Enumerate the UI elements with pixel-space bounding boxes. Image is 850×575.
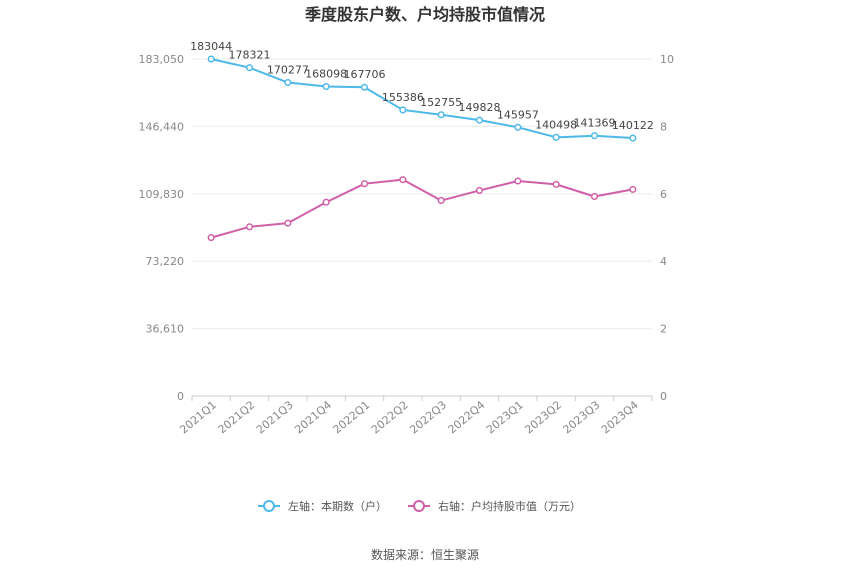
legend-marker (413, 500, 425, 512)
gridlines (192, 58, 652, 397)
right-axis-tick-label: 10 (660, 53, 674, 66)
x-axis-tick-label: 2021Q2 (216, 398, 258, 436)
data-point (629, 134, 637, 142)
data-point (399, 176, 407, 184)
x-axis-tick-label: 2022Q3 (407, 398, 449, 436)
data-point (245, 223, 254, 231)
data-label: 168098 (305, 68, 347, 81)
left-axis-tick-label: 183,050 (139, 53, 185, 66)
left-axis-tick-label: 36,610 (146, 323, 185, 336)
data-point (475, 116, 484, 124)
data-point (207, 55, 215, 63)
data-point (590, 192, 599, 201)
x-axis-tick-label: 2022Q2 (369, 398, 411, 436)
right-axis-tick-label: 4 (660, 255, 667, 268)
data-label: 149828 (459, 101, 501, 114)
legend: 左轴：本期数（户） 右轴：户均持股市值（万元） (258, 499, 581, 513)
data-label: 155386 (382, 91, 424, 104)
data-label: 178321 (229, 49, 271, 62)
data-point (284, 219, 292, 227)
data-label: 140498 (535, 118, 577, 131)
data-label: 152755 (420, 96, 462, 109)
data-point (399, 106, 407, 114)
source-note: 数据来源：恒生聚源 (371, 547, 479, 562)
data-point (437, 111, 445, 119)
data-point (629, 185, 637, 193)
left-axis-tick-label: 0 (177, 390, 184, 403)
data-label: 140122 (612, 119, 654, 132)
right-axis-tick-label: 2 (660, 323, 667, 336)
data-point (475, 186, 484, 194)
series-line-1 (210, 58, 633, 140)
data-point (552, 133, 560, 141)
data-point (590, 132, 599, 140)
x-axis-tick-label: 2021Q1 (177, 398, 219, 436)
data-point (437, 196, 445, 205)
data-point (322, 198, 330, 206)
right-axis-tick-label: 6 (660, 188, 667, 201)
left-axis-tick-label: 109,830 (139, 188, 185, 201)
x-axis-tick-label: 2022Q4 (446, 398, 488, 436)
data-point (207, 234, 215, 242)
x-axis-tick-label: 2023Q2 (522, 398, 564, 436)
data-point (284, 78, 292, 87)
data-point (514, 177, 522, 185)
data-point (245, 64, 254, 72)
x-axis-tick-label: 2023Q3 (561, 398, 603, 436)
left-axis-tick-label: 73,220 (146, 255, 185, 268)
x-axis-tick-label: 2023Q1 (484, 398, 526, 436)
data-point (322, 82, 330, 91)
chart-title: 季度股东户数、户均持股市值情况 (304, 5, 545, 24)
x-axis-tick-label: 2022Q1 (331, 398, 373, 436)
data-label: 141369 (574, 117, 616, 130)
right-axis-tick-label: 8 (660, 120, 667, 133)
series-line-2 (210, 178, 634, 239)
data-label: 167706 (344, 68, 386, 81)
data-point (360, 83, 369, 91)
data-label: 183044 (190, 40, 232, 53)
left-axis-tick-label: 146,440 (139, 120, 185, 133)
x-axis-tick-label: 2021Q3 (254, 398, 296, 436)
legend-label: 左轴：本期数（户） (288, 499, 387, 513)
data-label: 145957 (497, 108, 539, 121)
legend-marker (263, 500, 275, 512)
data-point (552, 180, 560, 188)
data-point (360, 180, 369, 188)
series-layer (207, 55, 637, 242)
right-axis-tick-label: 0 (660, 390, 667, 403)
x-axis-tick-label: 2023Q4 (599, 398, 641, 436)
x-axis-tick-label: 2021Q4 (292, 398, 334, 436)
data-label: 170277 (267, 64, 309, 77)
legend-label: 右轴：户均持股市值（万元） (438, 499, 581, 513)
data-point (514, 123, 522, 131)
